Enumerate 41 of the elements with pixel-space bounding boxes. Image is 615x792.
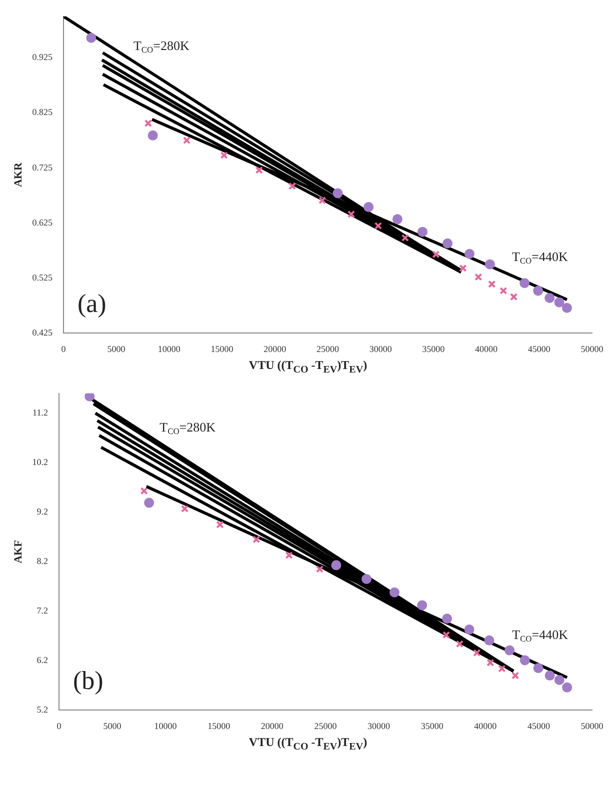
y-tick-label: 0.725 — [32, 162, 53, 172]
x-tick-label: 5000 — [107, 344, 126, 354]
y-tick-label: 0.925 — [32, 52, 53, 62]
x-tick-label: 50000 — [580, 344, 604, 354]
y-tick-label: 6.2 — [36, 655, 48, 666]
x-tick-label: 40000 — [474, 721, 498, 732]
y-tick-label: 8.2 — [36, 556, 48, 566]
y-tick-label: 5.2 — [36, 704, 48, 715]
y-tick-label: 0.425 — [32, 328, 53, 338]
x-axis-title: VTU ((T$_{CO}$ -T$_{EV}$)T$_{EV}$) — [248, 735, 368, 753]
x-tick-label: 35000 — [422, 344, 446, 354]
y-axis-title: AKR — [12, 162, 24, 188]
x-tick-label: 30000 — [369, 344, 392, 354]
annotation: (a) — [77, 289, 106, 318]
x-tick-label: 15000 — [210, 344, 234, 354]
x-tick-label: 0 — [61, 344, 66, 354]
y-tick-label: 0.825 — [32, 107, 53, 118]
x-tick-label: 45000 — [528, 344, 551, 354]
y-tick-label: 0.625 — [32, 217, 53, 228]
x-tick-label: 35000 — [420, 721, 444, 732]
y-axis-title: AKF — [12, 540, 24, 564]
x-tick-label: 5000 — [103, 721, 122, 732]
x-tick-label: 50000 — [580, 721, 604, 732]
annotation: (b) — [72, 666, 104, 696]
x-tick-label: 15000 — [208, 721, 231, 732]
x-axis-title: VTU ((T$_{CO}$ -T$_{EV}$)T$_{EV}$) — [248, 358, 368, 376]
x-tick-label: 20000 — [264, 344, 287, 354]
x-tick-label: 0 — [56, 721, 62, 732]
x-tick-label: 45000 — [527, 721, 550, 732]
x-tick-label: 25000 — [316, 344, 340, 354]
y-tick-label: 7.2 — [36, 606, 48, 616]
x-tick-label: 10000 — [154, 721, 178, 732]
x-tick-label: 10000 — [158, 344, 181, 354]
x-tick-label: 40000 — [475, 344, 498, 354]
y-tick-label: 0.525 — [32, 272, 53, 282]
x-tick-label: 20000 — [260, 721, 284, 732]
x-tick-label: 30000 — [368, 721, 391, 732]
x-tick-label: 25000 — [314, 721, 338, 732]
y-tick-label: 10.2 — [32, 457, 48, 468]
y-tick-label: 9.2 — [36, 506, 48, 517]
y-tick-label: 11.2 — [32, 408, 48, 418]
